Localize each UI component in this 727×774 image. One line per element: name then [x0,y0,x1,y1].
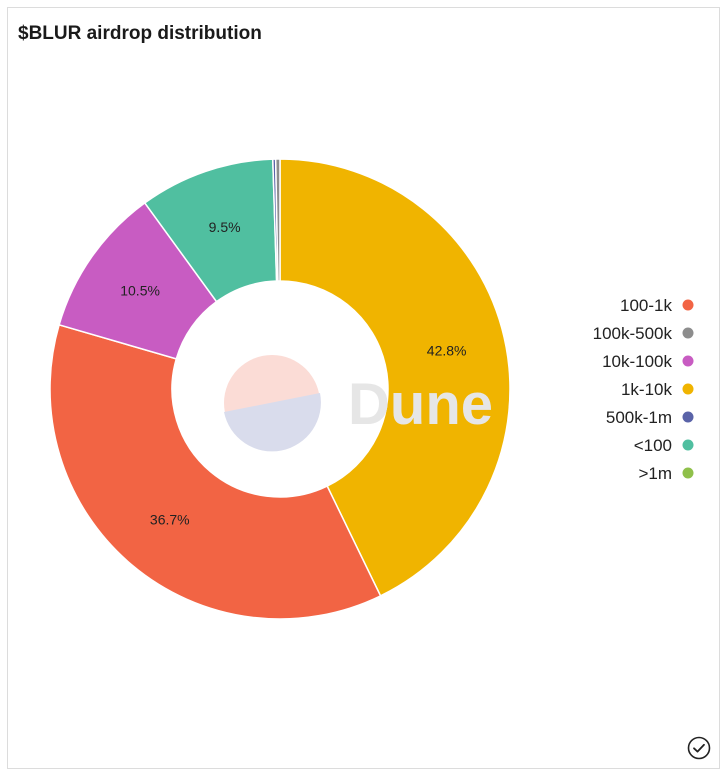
legend-swatch [682,411,694,423]
dune-watermark: Dune [224,355,493,452]
legend-item-100k-500k[interactable]: 100k-500k [593,324,694,343]
legend-label: 1k-10k [621,380,673,399]
legend-item-100-1k[interactable]: 100-1k [620,296,694,315]
legend-label: <100 [634,436,672,455]
legend-label: 100k-500k [593,324,673,343]
check-circle-icon[interactable] [687,736,711,760]
legend-item-gt1m[interactable]: >1m [638,464,694,483]
slice-label-100-1k: 36.7% [150,512,190,528]
slice-100k-500k[interactable] [274,158,281,282]
legend-item-500k-1m[interactable]: 500k-1m [606,408,694,427]
legend-swatch [682,355,694,367]
legend-item-1k-10k[interactable]: 1k-10k [621,380,694,399]
slice-label-1k-10k: 42.8% [427,343,467,359]
legend-item-10k-100k[interactable]: 10k-100k [602,352,694,371]
slice-label-lt100: 9.5% [209,219,241,235]
legend-swatch [682,439,694,451]
slice-1k-10k[interactable] [279,158,511,597]
legend-swatch [682,383,694,395]
legend-swatch [682,327,694,339]
legend-swatch [682,467,694,479]
slice-label-10k-100k: 10.5% [120,283,160,299]
chart-card: $BLUR airdrop distribution Dune 42.8% 36.… [7,7,720,769]
legend-swatch [682,299,694,311]
chart-title: $BLUR airdrop distribution [18,23,262,44]
legend[interactable]: 100-1k 100k-500k 10k-100k 1k-10k 500k-1m <100… [593,296,694,483]
donut-chart: Dune 42.8% 36.7% 10.5% 9.5% 100-1k 100k-500k… [49,158,694,620]
watermark-text: Dune [348,372,493,437]
slice-100-1k[interactable] [49,323,382,620]
legend-label: 500k-1m [606,408,672,427]
slice-labels-group: 42.8% 36.7% 10.5% 9.5% [120,219,466,528]
legend-label: 10k-100k [602,352,672,371]
slices-group [49,158,511,620]
legend-label: 100-1k [620,296,672,315]
legend-item-lt100[interactable]: <100 [634,436,694,455]
watermark-logo-bottom [224,393,321,452]
legend-label: >1m [638,464,672,483]
